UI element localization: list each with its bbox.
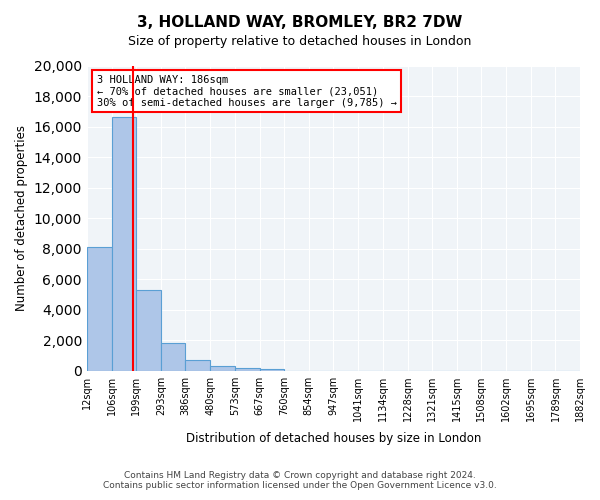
Bar <box>112 118 136 370</box>
Y-axis label: Number of detached properties: Number of detached properties <box>15 125 28 311</box>
Bar <box>185 360 210 370</box>
Text: 3 HOLLAND WAY: 186sqm
← 70% of detached houses are smaller (23,051)
30% of semi-: 3 HOLLAND WAY: 186sqm ← 70% of detached … <box>97 74 397 108</box>
Bar <box>161 343 185 370</box>
Bar <box>235 368 260 370</box>
Bar <box>87 247 112 370</box>
X-axis label: Distribution of detached houses by size in London: Distribution of detached houses by size … <box>186 432 481 445</box>
Bar <box>260 368 284 370</box>
Text: Size of property relative to detached houses in London: Size of property relative to detached ho… <box>128 35 472 48</box>
Bar <box>210 366 235 370</box>
Text: 3, HOLLAND WAY, BROMLEY, BR2 7DW: 3, HOLLAND WAY, BROMLEY, BR2 7DW <box>137 15 463 30</box>
Text: Contains HM Land Registry data © Crown copyright and database right 2024.
Contai: Contains HM Land Registry data © Crown c… <box>103 470 497 490</box>
Bar <box>136 290 161 370</box>
